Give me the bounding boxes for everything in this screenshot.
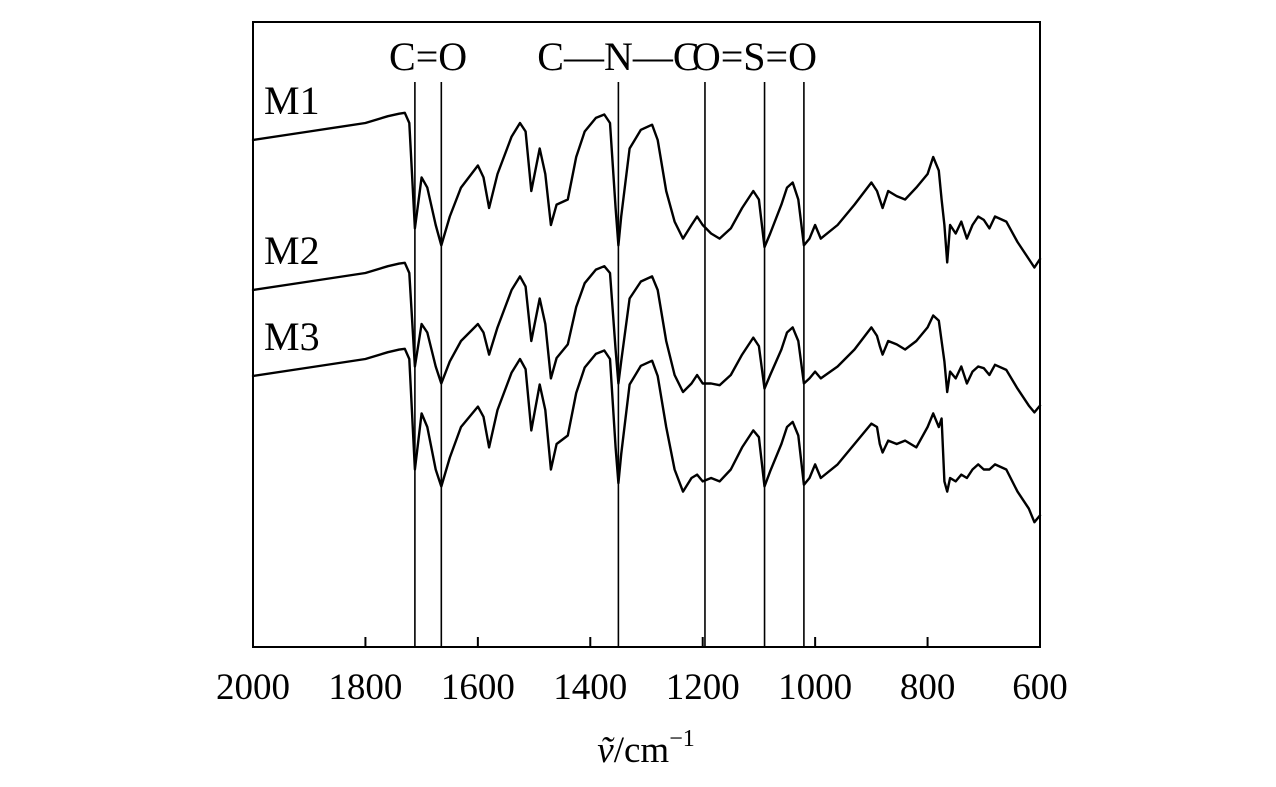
band-group-label-1: C—N—C bbox=[537, 34, 699, 79]
x-tick-label-800: 800 bbox=[900, 667, 956, 708]
x-axis-ticks: 2000 1800 1600 1400 1200 1000 800 600 bbox=[216, 637, 1068, 708]
series-line-M1 bbox=[251, 111, 1042, 269]
band-marker-lines bbox=[414, 82, 805, 647]
series-line-M2 bbox=[251, 261, 1042, 414]
x-tick-label-1600: 1600 bbox=[441, 667, 515, 708]
x-axis-label: ṽ/cm−1 bbox=[597, 726, 694, 771]
x-tick-label-1200: 1200 bbox=[666, 667, 740, 708]
x-tick-label-1400: 1400 bbox=[553, 667, 627, 708]
band-group-label-2: O=S=O bbox=[692, 34, 817, 79]
band-group-label-0: C=O bbox=[389, 34, 467, 79]
x-axis-symbol: ṽ bbox=[597, 730, 615, 771]
spectra-series bbox=[251, 111, 1042, 524]
x-tick-label-1800: 1800 bbox=[328, 667, 402, 708]
series-labels: M1 M2 M3 bbox=[264, 78, 320, 359]
x-axis-exponent: −1 bbox=[669, 726, 695, 752]
series-label-M1: M1 bbox=[264, 78, 320, 123]
x-tick-label-2000: 2000 bbox=[216, 667, 290, 708]
series-line-M3 bbox=[251, 347, 1042, 524]
series-label-M2: M2 bbox=[264, 228, 320, 273]
plot-frame bbox=[252, 21, 1041, 648]
x-tick-label-600: 600 bbox=[1012, 667, 1068, 708]
x-tick-label-1000: 1000 bbox=[778, 667, 852, 708]
x-axis-unit: /cm bbox=[614, 730, 670, 771]
band-group-labels: C=O C—N—CO=S=O bbox=[389, 34, 817, 79]
series-label-M3: M3 bbox=[264, 314, 320, 359]
